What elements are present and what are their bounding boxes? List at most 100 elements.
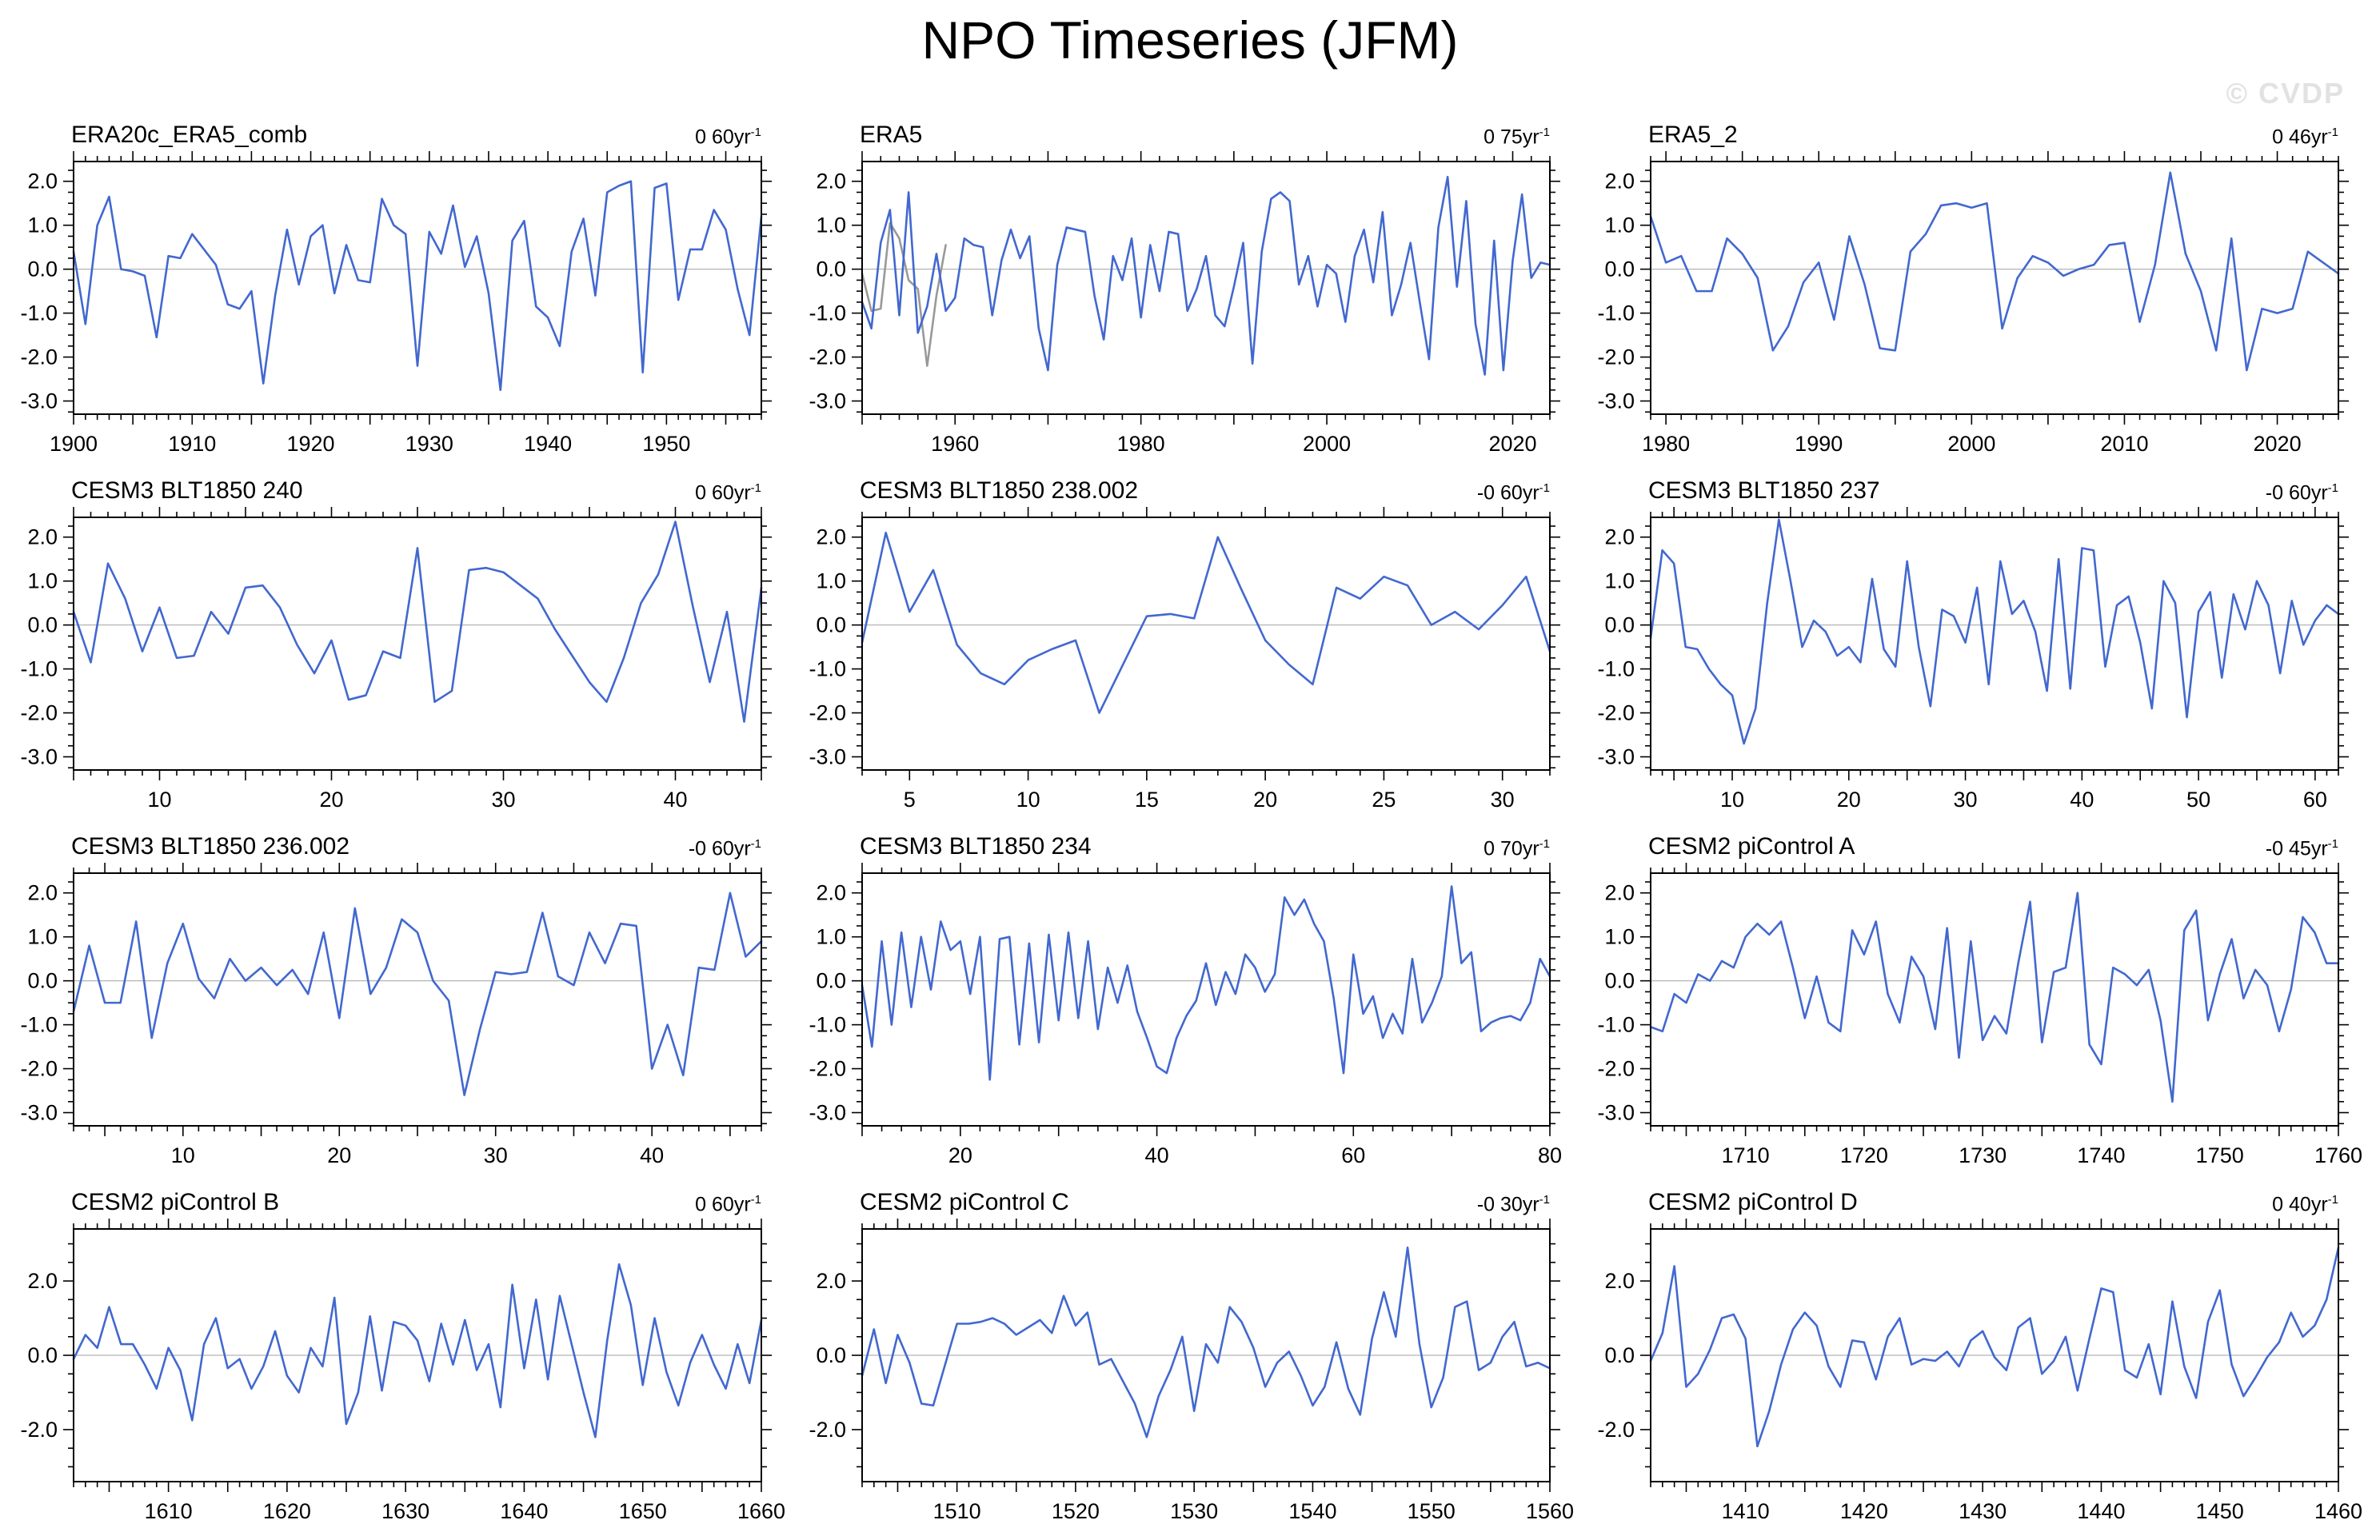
y-axis-labels: 2.0 1.0 0.0 -1.0 -2.0 -3.0: [1597, 525, 1635, 769]
y-axis-ticks: [1640, 525, 2349, 769]
y-tick-label: -2.0: [20, 1418, 58, 1442]
x-tick-label: 40: [640, 1143, 664, 1167]
x-tick-label: 60: [1341, 1143, 1365, 1167]
x-tick-label: 1660: [737, 1499, 785, 1523]
x-tick-label: 1990: [1795, 432, 1843, 456]
x-tick-label: 1630: [381, 1499, 429, 1523]
panel-header: CESM3 BLT1850 238.002 -0 60yr-1: [802, 474, 1578, 505]
panel-header: CESM3 BLT1850 240 0 60yr-1: [14, 474, 789, 505]
x-tick-label: 1980: [1642, 432, 1690, 456]
panel-header: ERA5_2 0 46yr-1: [1591, 118, 2366, 149]
x-axis-ticks: [861, 151, 1551, 425]
y-axis-ticks: [63, 170, 772, 413]
y-axis-ticks: [1640, 881, 2349, 1125]
y-tick-label: 0.0: [27, 257, 58, 281]
series-line-0: [861, 1246, 1551, 1438]
x-axis-ticks: [861, 1219, 1551, 1492]
trend-label: 0 40yr-1: [2272, 1192, 2338, 1215]
y-tick-label: 1.0: [27, 213, 58, 237]
y-tick-label: -3.0: [20, 1101, 58, 1125]
y-tick-label: -1.0: [1597, 657, 1635, 681]
y-tick-label: -3.0: [809, 745, 846, 769]
x-axis-ticks: [1650, 507, 2339, 780]
panel-title: CESM3 BLT1850 237: [1648, 477, 1880, 504]
y-tick-label: -1.0: [20, 657, 58, 681]
timeseries-chart: 20 40 60 80 2.0 1.0 0.0 -1.0 -2.0 -3.0: [809, 863, 1562, 1167]
y-axis-ticks: [63, 525, 772, 769]
x-tick-label: 60: [2303, 788, 2327, 812]
trend-exponent: -1: [2327, 481, 2338, 495]
x-axis-labels: 10 20 30 40 50 60: [1720, 788, 2327, 812]
y-tick-label: -2.0: [809, 1057, 846, 1081]
x-tick-label: 10: [171, 1143, 195, 1167]
x-tick-label: 25: [1372, 788, 1396, 812]
x-tick-label: 1650: [619, 1499, 667, 1523]
y-axis-labels: 2.0 1.0 0.0 -1.0 -2.0 -3.0: [809, 525, 846, 769]
y-tick-label: 2.0: [1604, 525, 1635, 549]
y-axis-labels: 2.0 0.0 -2.0: [809, 1269, 846, 1442]
y-tick-label: -1.0: [809, 657, 846, 681]
trend-exponent: -1: [1539, 836, 1550, 851]
y-tick-label: -2.0: [809, 345, 846, 369]
x-tick-label: 1940: [524, 432, 572, 456]
x-tick-label: 50: [2186, 788, 2210, 812]
series-line-1: [861, 175, 1551, 376]
x-tick-label: 1920: [287, 432, 335, 456]
plot-frame: [73, 161, 762, 415]
y-tick-label: 1.0: [27, 925, 58, 949]
x-axis-ticks: [1650, 1219, 2339, 1492]
y-tick-label: -2.0: [1597, 1418, 1635, 1442]
x-axis-labels: 1710 1720 1730 1740 1750 1760: [1722, 1143, 2362, 1167]
x-tick-label: 1950: [642, 432, 690, 456]
y-tick-label: 2.0: [27, 881, 58, 905]
y-axis-labels: 2.0 1.0 0.0 -1.0 -2.0 -3.0: [1597, 170, 1635, 413]
x-tick-label: 1740: [2077, 1143, 2125, 1167]
x-tick-label: 1410: [1722, 1499, 1770, 1523]
x-tick-label: 30: [1954, 788, 1978, 812]
x-axis-labels: 1980 1990 2000 2010 2020: [1642, 432, 2302, 456]
plot-frame: [1650, 161, 2339, 415]
y-axis-ticks: [852, 881, 1560, 1125]
y-axis-labels: 2.0 1.0 0.0 -1.0 -2.0 -3.0: [1597, 881, 1635, 1125]
chart-panel: ERA20c_ERA5_comb 0 60yr-1 1900 1910 1920 1930…: [14, 118, 789, 473]
x-tick-label: 2020: [2254, 432, 2302, 456]
plot-frame: [861, 517, 1551, 771]
y-tick-label: -1.0: [809, 1013, 846, 1037]
y-axis-labels: 2.0 1.0 0.0 -1.0 -2.0 -3.0: [809, 881, 846, 1125]
trend-label: 0 60yr-1: [695, 481, 761, 504]
panel-title: CESM2 piControl C: [860, 1189, 1069, 1215]
x-tick-label: 15: [1135, 788, 1159, 812]
x-axis-labels: 1960 1980 2000 2020: [931, 432, 1536, 456]
chart-panel: ERA5_2 0 46yr-1 1980 1990 2000 2010 2020 2.0 1.0…: [1591, 118, 2366, 473]
x-axis-ticks: [861, 863, 1551, 1136]
y-tick-label: -1.0: [809, 301, 846, 325]
panel-header: CESM3 BLT1850 237 -0 60yr-1: [1591, 474, 2366, 505]
x-axis-ticks: [73, 507, 762, 780]
trend-label: -0 45yr-1: [2265, 836, 2338, 860]
y-tick-label: -3.0: [20, 389, 58, 413]
timeseries-chart: 1900 1910 1920 1930 1940 1950 2.0 1.0 0.0 -1.0 -2.…: [20, 151, 772, 456]
y-axis-ticks: [1640, 1243, 2349, 1468]
panel-title: CESM2 piControl A: [1648, 833, 1855, 860]
series-line-0: [72, 521, 763, 723]
x-tick-label: 10: [1016, 788, 1040, 812]
panel-header: CESM2 piControl D 0 40yr-1: [1591, 1186, 2366, 1216]
y-tick-label: -2.0: [1597, 701, 1635, 725]
chart-panel: CESM3 BLT1850 238.002 -0 60yr-1 5 10 15 20 25 3…: [802, 474, 1578, 828]
series-line-0: [861, 531, 1551, 714]
x-tick-label: 1450: [2196, 1499, 2244, 1523]
series-line-0: [1649, 171, 2340, 372]
panel-title: CESM3 BLT1850 240: [71, 477, 303, 504]
x-tick-label: 1640: [500, 1499, 548, 1523]
y-tick-label: 2.0: [1604, 1269, 1635, 1293]
series-line-0: [861, 885, 1551, 1081]
x-tick-label: 2000: [1303, 432, 1351, 456]
x-tick-label: 1980: [1117, 432, 1165, 456]
x-tick-label: 1610: [145, 1499, 193, 1523]
y-tick-label: 2.0: [27, 525, 58, 549]
x-axis-ticks: [1650, 863, 2339, 1136]
y-tick-label: -2.0: [20, 1057, 58, 1081]
y-tick-label: 2.0: [816, 1269, 846, 1293]
x-tick-label: 1520: [1052, 1499, 1100, 1523]
y-tick-label: -2.0: [1597, 1057, 1635, 1081]
